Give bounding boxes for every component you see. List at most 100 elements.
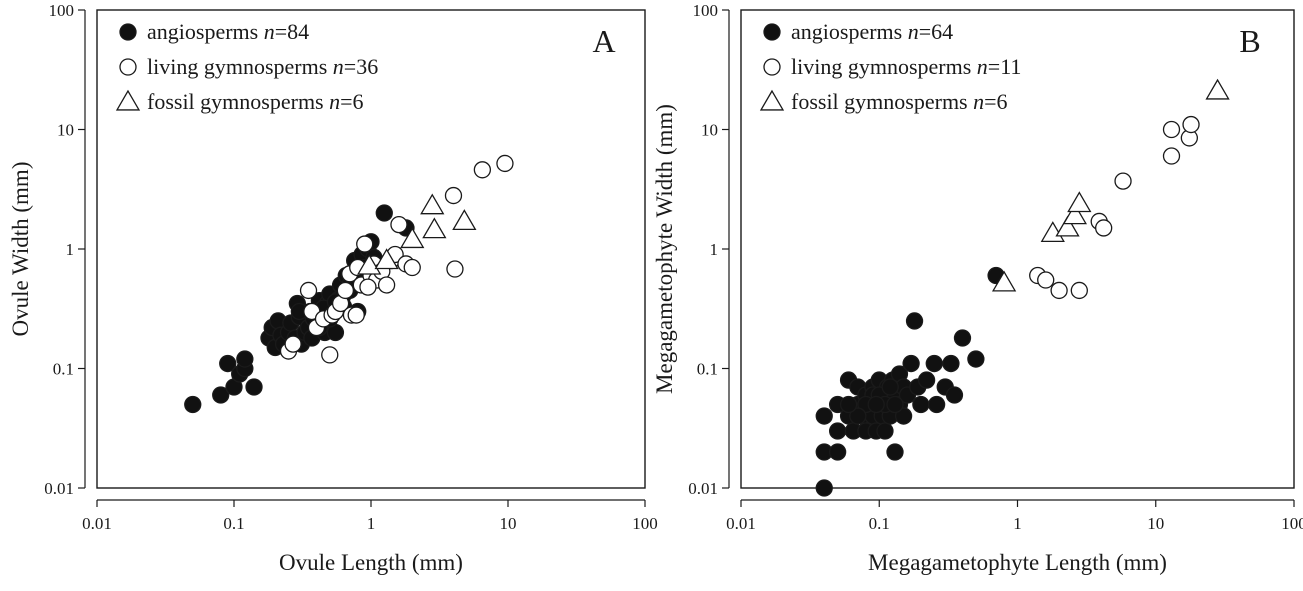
data-point <box>377 276 396 294</box>
data-point <box>917 371 936 389</box>
legend: angiosperms n=84 living gymnosperms n=36 f… <box>115 19 378 114</box>
x-tick-label: 0.01 <box>82 514 112 533</box>
legend-n-symbol: n <box>333 54 344 79</box>
legend-entry: angiosperms n=84 <box>147 19 309 44</box>
x-tick-label: 10 <box>1147 514 1164 533</box>
legend-label: fossil gymnosperms <box>147 89 329 114</box>
data-point <box>1114 172 1132 190</box>
legend-marker <box>763 58 781 76</box>
data-point <box>219 354 237 373</box>
y-tick-label: 100 <box>693 1 719 20</box>
data-point <box>849 407 867 425</box>
x-tick-label: 0.1 <box>223 514 244 533</box>
data-point <box>356 235 374 253</box>
data-point <box>1182 115 1200 134</box>
data-point <box>444 186 463 205</box>
data-point <box>1062 203 1087 225</box>
legend-entry: fossil gymnosperms n=6 <box>147 89 364 114</box>
y-axis-label: Megagametophyte Width (mm) <box>652 104 677 394</box>
y-tick-label: 0.01 <box>44 479 74 498</box>
panel-a: 0.01 0.1 1 10 100 0.01 0.1 1 10 100 Ovule Length (… <box>8 1 658 575</box>
data-point <box>1162 120 1181 139</box>
data-point <box>815 479 833 497</box>
legend-entry: living gymnosperms n=36 <box>147 54 378 79</box>
legend-label: living gymnosperms <box>147 54 333 79</box>
panel-letter: B <box>1239 23 1260 59</box>
data-point <box>403 258 421 277</box>
data-point <box>942 354 960 373</box>
data-point <box>390 215 408 234</box>
legend-count: =64 <box>919 19 953 44</box>
series-open-circle <box>1029 115 1200 300</box>
legend-marker <box>119 58 137 76</box>
data-point <box>1205 78 1230 100</box>
data-point <box>867 395 885 414</box>
x-tick-label: 1 <box>1013 514 1022 533</box>
x-axis-label: Megagametophyte Length (mm) <box>868 550 1167 575</box>
legend-label: fossil gymnosperms <box>791 89 973 114</box>
data-point <box>1037 271 1055 289</box>
data-point <box>184 395 202 414</box>
y-tick-label: 10 <box>701 121 718 140</box>
data-point <box>905 312 924 330</box>
legend-marker <box>115 89 141 111</box>
data-point <box>357 253 382 275</box>
data-point <box>1055 215 1080 237</box>
x-axis-label: Ovule Length (mm) <box>279 550 463 575</box>
plot-frame <box>96 9 646 489</box>
y-tick-label: 1 <box>710 240 719 259</box>
data-point <box>284 335 302 353</box>
y-tick-label: 100 <box>49 1 75 20</box>
series-open-triangle <box>991 78 1230 292</box>
data-points <box>815 78 1230 497</box>
data-point <box>886 395 904 414</box>
data-point <box>245 378 263 396</box>
y-tick-label: 0.01 <box>688 479 718 498</box>
data-point <box>945 386 964 404</box>
data-point <box>925 354 943 373</box>
data-point <box>1050 281 1068 300</box>
data-point <box>336 281 355 300</box>
plot-frame <box>740 9 1295 489</box>
data-point <box>881 378 899 396</box>
data-point <box>400 227 425 249</box>
data-point <box>828 422 847 440</box>
legend-label: angiosperms <box>791 19 908 44</box>
y-tick-label: 0.1 <box>53 360 74 379</box>
legend-marker <box>119 23 137 41</box>
data-point <box>886 443 904 461</box>
legend-entry: fossil gymnosperms n=6 <box>791 89 1008 114</box>
legend-n-symbol: n <box>908 19 919 44</box>
data-point <box>894 407 913 425</box>
legend-label: living gymnosperms <box>791 54 977 79</box>
legend-count: =11 <box>988 54 1022 79</box>
data-point <box>236 350 254 368</box>
data-point <box>967 350 985 368</box>
data-point <box>496 154 514 173</box>
legend-n-symbol: n <box>973 89 984 114</box>
y-tick-label: 1 <box>66 240 75 259</box>
x-tick-label: 100 <box>1281 514 1303 533</box>
data-point <box>473 161 492 179</box>
x-tick-label: 10 <box>500 514 517 533</box>
legend-n-symbol: n <box>977 54 988 79</box>
data-point <box>1162 147 1181 165</box>
legend-marker <box>759 89 785 111</box>
data-point <box>347 306 365 324</box>
series-open-triangle <box>357 193 477 275</box>
data-point <box>1095 219 1113 237</box>
legend-label: angiosperms <box>147 19 264 44</box>
series-filled-circle <box>184 204 415 414</box>
data-point <box>828 443 847 461</box>
data-points <box>184 154 514 414</box>
panel-b: 0.01 0.1 1 10 100 0.01 0.1 1 10 100 Megagametophyt… <box>652 1 1303 575</box>
data-point <box>912 395 930 414</box>
data-point <box>953 329 972 347</box>
data-point <box>815 407 833 425</box>
legend-count: =6 <box>984 89 1007 114</box>
data-point <box>359 278 377 296</box>
data-point <box>452 209 477 231</box>
data-point <box>321 346 339 364</box>
